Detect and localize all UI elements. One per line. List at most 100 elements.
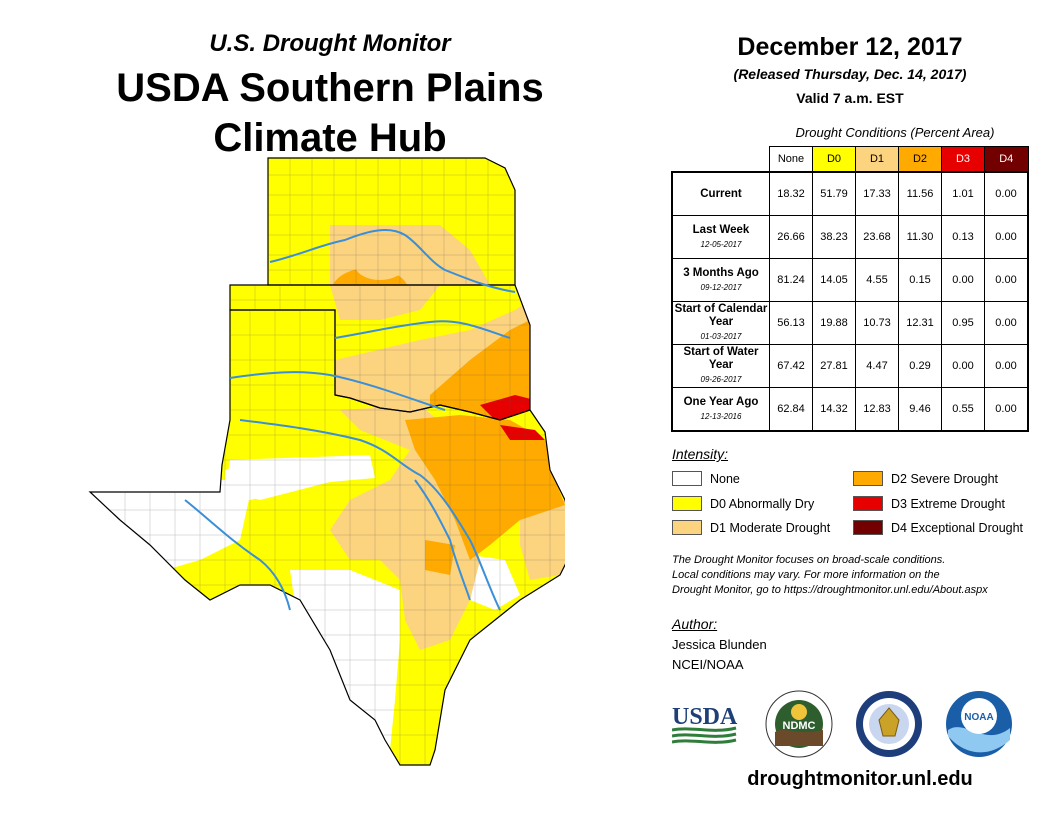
table-cell: 4.47 [855,344,899,388]
drought-conditions-table: None D0 D1 D2 D3 D4 Current 18.32 51.79 … [671,146,1029,432]
map-date: December 12, 2017 [737,33,963,61]
legend-label: None [710,471,740,486]
table-cell: 67.42 [769,344,813,388]
author-name: Jessica Blunden [672,637,767,652]
table-cell: 10.73 [855,301,899,345]
table-cell: 0.55 [941,387,985,432]
legend-label: D2 Severe Drought [891,471,999,486]
legend-swatch [672,520,702,535]
table-cell: 27.81 [812,344,856,388]
table-cell: 11.56 [898,171,942,216]
legend-label: D3 Extreme Drought [891,496,1005,511]
note-line: Drought Monitor, go to https://droughtmo… [672,584,988,596]
table-cell: 18.32 [769,171,813,216]
ndmc-logo-text: NDMC [783,720,816,732]
table-cell: 0.15 [898,258,942,302]
column-header-d1: D1 [855,146,899,173]
table-cell: 26.66 [769,215,813,259]
legend-swatch [853,496,883,511]
legend-item-d0: D0 Abnormally Dry [672,496,814,511]
table-row: Start of Water Year 09-26-2017 67.42 27.8… [671,344,1029,388]
legend-item-d1: D1 Moderate Drought [672,520,830,535]
table-cell: 81.24 [769,258,813,302]
table-cell: 12.31 [898,301,942,345]
table-cell: 0.00 [984,301,1029,345]
table-cell: 1.01 [941,171,985,216]
table-cell: 38.23 [812,215,856,259]
legend-item-d4: D4 Exceptional Drought [853,520,1023,535]
table-cell: 0.00 [984,344,1029,388]
row-date: 09-26-2017 [700,375,742,384]
author-label: Author: [672,616,718,632]
table-cell: 51.79 [812,171,856,216]
row-label: Start of Water Year 09-26-2017 [671,344,770,388]
noaa-logo: NOAA [946,691,1012,757]
usda-logo-text: USDA [672,704,738,730]
legend-title: Intensity: [672,446,729,462]
legend-label: D4 Exceptional Drought [891,520,1024,535]
author-org: NCEI/NOAA [672,657,744,672]
table-cell: 11.30 [898,215,942,259]
row-label: One Year Ago 12-13-2016 [671,387,770,432]
table-cell: 56.13 [769,301,813,345]
table-row: One Year Ago 12-13-2016 62.84 14.32 12.83… [671,387,1029,432]
table-cell: 62.84 [769,387,813,432]
release-date: (Released Thursday, Dec. 14, 2017) [733,66,967,82]
legend-label: D0 Abnormally Dry [710,496,815,511]
map-title-line1: USDA Southern Plains [116,66,544,110]
legend-swatch [853,520,883,535]
table-row: 3 Months Ago 09-12-2017 81.24 14.05 4.55 … [671,258,1029,302]
table-cell: 0.00 [984,215,1029,259]
table-corner [672,147,770,173]
table-cell: 19.88 [812,301,856,345]
note-line: The Drought Monitor focuses on broad-sca… [672,554,946,566]
legend-item-none: None [672,471,740,486]
drought-map [88,157,565,766]
disclaimer-note: The Drought Monitor focuses on broad-sca… [672,553,1042,598]
department-seal [856,691,922,757]
column-header-none: None [769,146,813,173]
map-title-line2: Climate Hub [213,116,447,160]
row-date: 12-13-2016 [700,411,742,421]
legend-swatch [853,471,883,486]
legend-swatch [672,496,702,511]
row-date: 01-03-2017 [700,332,742,341]
table-cell: 14.32 [812,387,856,432]
map-subtitle: U.S. Drought Monitor [209,30,451,57]
table-row: Current 18.32 51.79 17.33 11.56 1.01 0.0… [671,171,1029,216]
row-label: Last Week 12-05-2017 [671,215,770,259]
footer-url[interactable]: droughtmonitor.unl.edu [747,768,973,790]
legend-item-d3: D3 Extreme Drought [853,496,1005,511]
row-date: 09-12-2017 [700,282,742,292]
table-cell: 0.95 [941,301,985,345]
table-cell: 0.00 [984,387,1029,432]
ndmc-logo: NDMC [765,690,833,758]
table-cell: 0.00 [941,258,985,302]
valid-time: Valid 7 a.m. EST [796,90,904,106]
note-line: Local conditions may vary. For more info… [672,569,940,581]
legend-item-d2: D2 Severe Drought [853,471,998,486]
table-cell: 0.29 [898,344,942,388]
table-cell: 0.00 [984,171,1029,216]
column-header-d0: D0 [812,146,856,173]
table-cell: 14.05 [812,258,856,302]
legend-swatch [672,471,702,486]
noaa-logo-text: NOAA [964,712,993,723]
column-header-d3: D3 [941,146,985,173]
table-cell: 23.68 [855,215,899,259]
table-cell: 17.33 [855,171,899,216]
column-header-d2: D2 [898,146,942,173]
table-cell: 0.00 [941,344,985,388]
usda-logo: USDA [672,704,738,744]
legend-label: D1 Moderate Drought [710,520,831,535]
table-caption: Drought Conditions (Percent Area) [795,125,995,140]
row-date: 12-05-2017 [700,239,742,249]
table-row: Last Week 12-05-2017 26.66 38.23 23.68 11… [671,215,1029,259]
column-header-d4: D4 [984,146,1029,173]
table-cell: 9.46 [898,387,942,432]
row-label: Start of Calendar Year 01-03-2017 [671,301,770,345]
rivers [184,229,516,611]
table-cell: 0.00 [984,258,1029,302]
table-cell: 4.55 [855,258,899,302]
row-label: Current [671,171,770,216]
